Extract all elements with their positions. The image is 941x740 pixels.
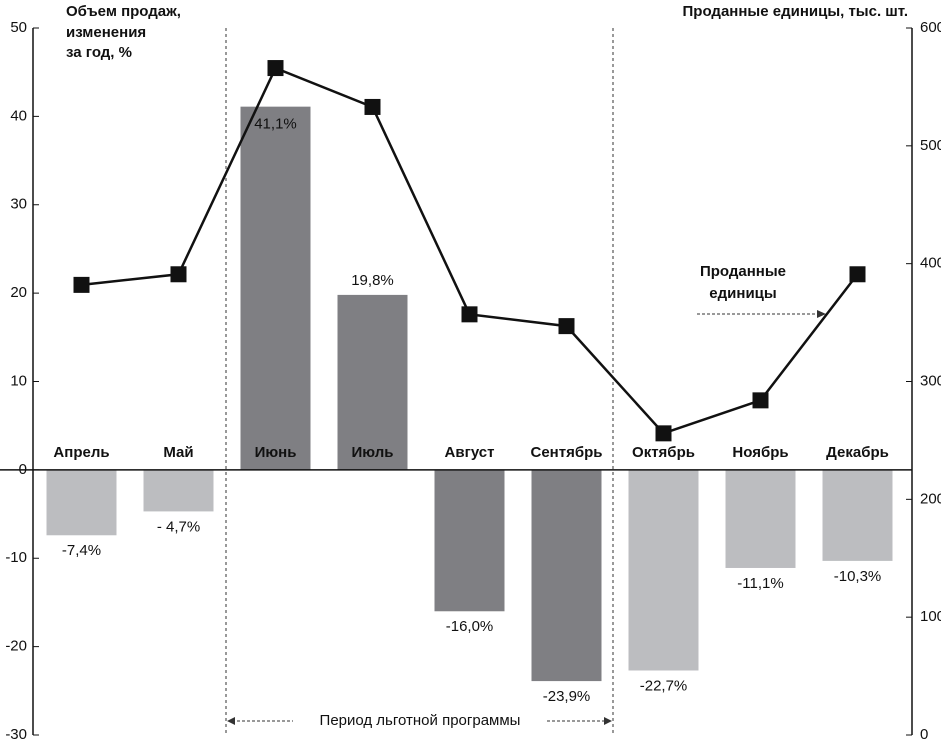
value-label: 19,8% <box>351 272 394 289</box>
y-tick-label: -30 <box>5 726 27 740</box>
category-label: Май <box>163 444 193 461</box>
arrow-head <box>227 717 235 725</box>
value-label: -23,9% <box>543 688 591 705</box>
line <box>81 66 859 435</box>
category-label: Декабрь <box>826 444 889 461</box>
period-label: Период льготной программы <box>320 712 521 729</box>
y-tick-label: -20 <box>5 638 27 655</box>
value-label: -10,3% <box>834 568 882 585</box>
y2-tick-label: 400 <box>920 255 941 272</box>
y2-tick-label: 600 <box>920 19 941 36</box>
value-label: -22,7% <box>640 677 688 694</box>
category-label: Сентябрь <box>531 444 603 461</box>
y-axis-title: за год, % <box>66 44 132 61</box>
bar <box>725 469 796 568</box>
y-tick-label: -10 <box>5 549 27 566</box>
y2-tick-label: 500 <box>920 137 941 154</box>
category-label: Ноябрь <box>732 444 788 461</box>
y-axis-title: Объем продаж, <box>66 3 181 20</box>
marker <box>558 318 575 335</box>
category-label: Октябрь <box>632 444 695 461</box>
marker <box>849 266 866 283</box>
y2-tick-label: 0 <box>920 726 928 740</box>
marker <box>655 425 672 442</box>
y-tick-label: 50 <box>10 19 27 36</box>
marker <box>752 392 769 409</box>
arrow-head <box>604 717 612 725</box>
y2-tick-label: 100 <box>920 608 941 625</box>
y2-tick-label: 200 <box>920 490 941 507</box>
y-tick-label: 40 <box>10 107 27 124</box>
y2-axis-title: Проданные единицы, тыс. шт. <box>683 3 908 20</box>
marker <box>267 60 284 77</box>
line-annotation: Проданные <box>700 263 786 280</box>
bar <box>434 469 505 612</box>
y-tick-label: 10 <box>10 372 27 389</box>
arrow-head <box>817 310 826 318</box>
value-label: -11,1% <box>737 575 783 592</box>
value-label: 41,1% <box>254 116 297 133</box>
y-axis-title: изменения <box>66 24 146 41</box>
marker <box>170 266 187 283</box>
bar <box>240 106 311 470</box>
category-label: Август <box>445 444 495 461</box>
marker <box>461 306 478 323</box>
y-tick-label: 30 <box>10 196 27 213</box>
y2-tick-label: 300 <box>920 372 941 389</box>
marker <box>73 276 90 293</box>
value-label: -16,0% <box>446 618 494 635</box>
bar <box>628 469 699 671</box>
value-label: - 4,7% <box>157 518 200 535</box>
marker <box>364 98 381 115</box>
value-label: -7,4% <box>62 542 101 559</box>
bar <box>143 469 214 512</box>
category-label: Июнь <box>255 444 297 461</box>
bar <box>822 469 893 561</box>
category-label: Апрель <box>53 444 109 461</box>
bar <box>531 469 602 682</box>
bar <box>46 469 117 536</box>
category-label: Июль <box>352 444 394 461</box>
bar <box>337 294 408 470</box>
line-annotation: единицы <box>709 285 776 302</box>
y-tick-label: 20 <box>10 284 27 301</box>
